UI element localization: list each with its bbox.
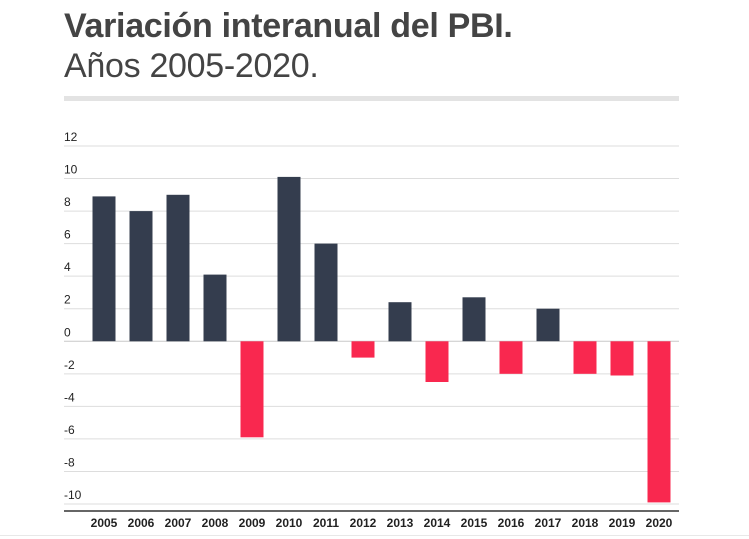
x-tick-label-2015: 2015 <box>461 516 488 530</box>
bars <box>92 176 671 503</box>
y-tick-labels: 12 10 8 6 4 2 0 -2 -4 -6 -8 -10 <box>64 130 82 502</box>
y-tick-label: -6 <box>64 423 75 437</box>
x-tick-label-2009: 2009 <box>239 516 266 530</box>
y-tick-label: 4 <box>64 260 71 274</box>
bar-2020 <box>647 341 671 503</box>
x-tick-label-2011: 2011 <box>313 516 339 530</box>
y-tick-label: -8 <box>64 455 75 469</box>
x-tick-label-2018: 2018 <box>572 516 599 530</box>
y-tick-label: -4 <box>64 390 75 404</box>
gridlines <box>64 145 679 512</box>
bar-2005 <box>92 196 116 342</box>
x-tick-label-2019: 2019 <box>609 516 636 530</box>
bar-2008 <box>203 274 227 342</box>
bar-2015 <box>462 297 486 342</box>
y-tick-label: 8 <box>64 195 71 209</box>
title-divider <box>64 96 679 101</box>
x-tick-labels: 2005 2006 2007 2008 2009 2010 2011 2012 2013 2014… <box>91 516 673 530</box>
title-block: Variación interanual del PBI. Años 2005-… <box>64 6 513 86</box>
y-tick-label: 12 <box>64 130 78 144</box>
chart-subtitle: Años 2005-2020. <box>64 47 319 85</box>
bar-2012 <box>351 341 375 358</box>
x-tick-label-2020: 2020 <box>646 516 673 530</box>
bar-2018 <box>573 341 597 374</box>
x-tick-label-2007: 2007 <box>165 516 192 530</box>
x-tick-label-2006: 2006 <box>128 516 155 530</box>
y-tick-label: -10 <box>64 488 82 502</box>
y-tick-label: -2 <box>64 358 75 372</box>
x-tick-label-2012: 2012 <box>350 516 377 530</box>
bar-2014 <box>425 341 449 382</box>
y-tick-label: 6 <box>64 228 71 242</box>
bar-2013 <box>388 302 412 342</box>
x-tick-label-2013: 2013 <box>387 516 414 530</box>
x-tick-label-2016: 2016 <box>498 516 525 530</box>
x-tick-label-2010: 2010 <box>276 516 303 530</box>
bar-2016 <box>499 341 523 374</box>
bar-2009 <box>240 341 264 438</box>
y-tick-label: 0 <box>64 325 71 339</box>
chart-title: Variación interanual del PBI. <box>64 7 513 45</box>
y-tick-label: 10 <box>64 163 78 177</box>
bar-2011 <box>314 243 338 342</box>
x-tick-label-2014: 2014 <box>424 516 451 530</box>
bar-2010 <box>277 176 301 342</box>
bar-2007 <box>166 194 190 342</box>
x-tick-label-2017: 2017 <box>535 516 562 530</box>
bar-2006 <box>129 211 153 342</box>
bottom-border <box>0 535 749 536</box>
x-tick-label-2008: 2008 <box>202 516 229 530</box>
y-tick-label: 2 <box>64 293 71 307</box>
x-tick-label-2005: 2005 <box>91 516 118 530</box>
bar-2019 <box>610 341 634 376</box>
bar-2017 <box>536 308 560 342</box>
